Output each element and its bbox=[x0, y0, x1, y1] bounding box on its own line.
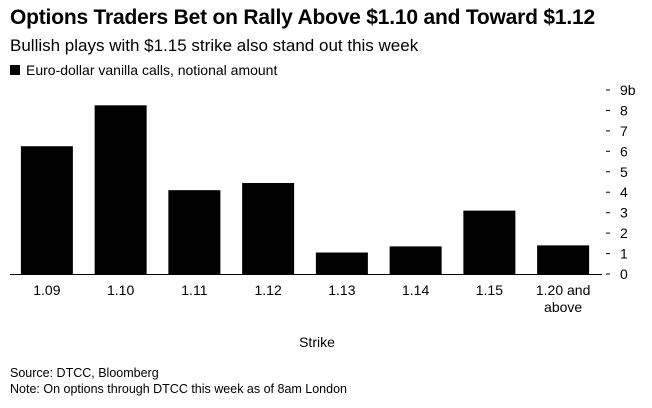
bar-1-13 bbox=[315, 252, 368, 274]
y-tick-label: 1 bbox=[620, 246, 628, 262]
x-tick-label-line: above bbox=[544, 299, 582, 315]
x-tick-label-line: 1.20 and bbox=[536, 282, 591, 298]
chart-legend: Euro-dollar vanilla calls, notional amou… bbox=[10, 62, 277, 78]
bar-1-09 bbox=[20, 146, 73, 274]
bar-1-14 bbox=[389, 246, 442, 274]
x-tick-label: 1.12 bbox=[255, 282, 282, 298]
y-tick-label: 2 bbox=[620, 225, 628, 241]
y-tick-label: 7 bbox=[620, 123, 628, 139]
footnote: Note: On options through DTCC this week … bbox=[10, 382, 347, 396]
chart-subtitle: Bullish plays with $1.15 strike also sta… bbox=[10, 36, 419, 55]
source-note: Source: DTCC, Bloomberg bbox=[10, 366, 159, 380]
y-tick-label: 3 bbox=[620, 205, 628, 221]
x-tick-label-line: 1.13 bbox=[328, 282, 355, 298]
legend-label: Euro-dollar vanilla calls, notional amou… bbox=[26, 62, 278, 78]
x-tick-label: 1.10 bbox=[107, 282, 134, 298]
x-tick-label-line: 1.11 bbox=[181, 282, 207, 298]
bar-1-12 bbox=[242, 183, 295, 274]
y-tick-label: 8 bbox=[620, 102, 628, 118]
x-tick-label-line: 1.15 bbox=[476, 282, 503, 298]
y-tick-label: 6 bbox=[620, 143, 628, 159]
bar-chart: 1.09 1.10 1.11 1.12 1.13 1.14 1.15 1.20 and abov… bbox=[10, 82, 636, 350]
bar-1-15 bbox=[463, 210, 516, 274]
x-tick-label-line: 1.09 bbox=[33, 282, 60, 298]
bar-1-10 bbox=[94, 105, 147, 274]
bar-1-11 bbox=[168, 190, 221, 274]
bar-1-20-and-above bbox=[537, 245, 590, 274]
x-tick-label: 1.11 bbox=[181, 282, 207, 298]
x-tick-label-line: 1.10 bbox=[107, 282, 134, 298]
legend-swatch bbox=[10, 65, 20, 75]
x-tick-label: 1.20 and above bbox=[536, 282, 591, 315]
x-tick-label: 1.14 bbox=[402, 282, 429, 298]
x-tick-label-line: 1.14 bbox=[402, 282, 429, 298]
y-tick-label: 5 bbox=[620, 164, 628, 180]
x-tick-label: 1.15 bbox=[476, 282, 503, 298]
x-tick-label-line: 1.12 bbox=[255, 282, 282, 298]
y-tick-label: 4 bbox=[620, 184, 628, 200]
y-tick-label: 9b bbox=[620, 82, 636, 98]
y-tick-label: 0 bbox=[620, 266, 628, 282]
x-tick-label: 1.13 bbox=[328, 282, 355, 298]
x-axis-title: Strike bbox=[299, 334, 335, 350]
x-tick-label: 1.09 bbox=[33, 282, 60, 298]
chart-title: Options Traders Bet on Rally Above $1.10… bbox=[10, 6, 595, 29]
